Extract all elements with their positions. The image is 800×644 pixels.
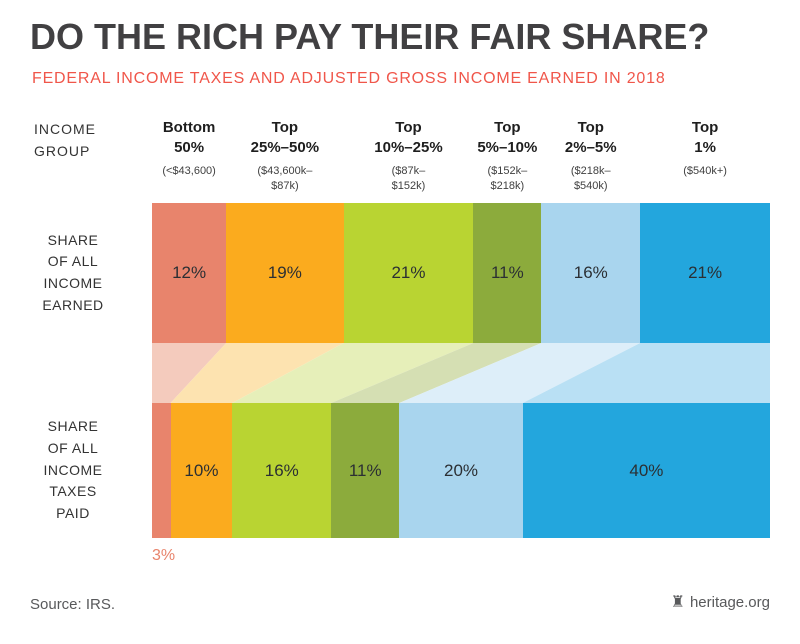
group-name: Top 10%–25% [374,119,443,156]
source-text: Source: IRS. [30,596,116,613]
group-name: Top 5%–10% [477,119,538,156]
row-label-taxes-paid: SHARE OF ALL INCOME TAXES PAID [43,418,103,522]
group-income-range: ($43,600k– $87k) [257,165,313,192]
segment-value-label: 19% [267,263,302,282]
segment-value-label: 11% [490,263,524,282]
column-header-2: Top 10%–25% ($87k– $152k) [338,118,478,194]
segment-value-label: 21% [688,263,723,282]
heritage-url: heritage.org [689,594,770,611]
column-header-4: Top 2%–5% ($218k– $540k) [521,118,661,194]
heritage-brand-link[interactable]: ♜ heritage.org [671,594,770,611]
tax-3pct-label: 3% [152,547,176,564]
column-header-5: Top 1% ($540k+) [635,118,775,179]
income-group-label: INCOME GROUP [34,121,96,159]
tax-bar-segment-5: 40% [522,403,770,538]
group-name: Top 25%–50% [250,119,320,156]
segment-value-label: 40% [629,460,664,480]
flow-polygon-5 [522,343,770,403]
page-title: DO THE RICH PAY THEIR FAIR SHARE? [30,16,710,57]
income-bar-segment-4: 16% [541,203,641,343]
flow-polygon-1 [170,343,344,403]
income-bar-segment-5: 21% [640,203,770,343]
group-income-range: ($152k– $218k) [487,165,528,192]
flow-polygon-2 [232,343,474,403]
tax-bar-segment-1: 10% [170,403,233,538]
group-name: Top 1% [691,119,719,156]
segment-value-label: 20% [443,460,479,480]
income-bar-segment-2: 21% [343,203,474,343]
column-header-1: Top 25%–50% ($43,600k– $87k) [215,118,355,194]
group-name: Bottom 50% [162,119,216,156]
tax-bar-segment-4: 20% [399,403,523,538]
tax-bar-segment-0 [152,403,171,538]
flow-polygon-3 [331,343,542,403]
heritage-tower-icon: ♜ [670,593,685,611]
segment-value-label: 10% [184,460,219,480]
page-subtitle: FEDERAL INCOME TAXES AND ADJUSTED GROSS … [32,70,666,87]
group-income-range: ($218k– $540k) [570,165,611,192]
flow-band [152,343,770,403]
column-header-3: Top 5%–10% ($152k– $218k) [437,118,577,194]
tax-bar: 10% 16% 11% 20% 40% [152,403,770,538]
flow-polygon-0 [152,343,227,403]
group-income-range: ($540k+) [683,165,727,177]
income-bar: 12% 19% 21% 11% 16% 21% [152,203,770,343]
segment-value-label: 16% [264,460,299,480]
segment-value-label: 16% [573,263,608,282]
segment-value-label: 12% [172,263,207,282]
flow-svg [152,343,770,403]
row-label-income-earned: SHARE OF ALL INCOME EARNED [42,231,104,313]
group-name: Top 2%–5% [564,119,617,156]
segment-value-label: 11% [348,460,382,480]
tax-bar-segment-3: 11% [331,403,400,538]
column-header-0: Bottom 50% (<$43,600) [119,118,259,179]
income-bar-segment-1: 19% [226,203,344,343]
group-income-range: (<$43,600) [162,165,216,177]
tax-bar-segment-2: 16% [232,403,332,538]
flow-polygon-4 [399,343,641,403]
income-bar-segment-3: 11% [473,203,542,343]
segment-value-label: 21% [391,263,426,282]
income-bar-segment-0: 12% [152,203,227,343]
column-headers: Bottom 50% (<$43,600) Top 25%–50% ($43,600k… [152,118,770,198]
group-income-range: ($87k– $152k) [391,165,426,192]
